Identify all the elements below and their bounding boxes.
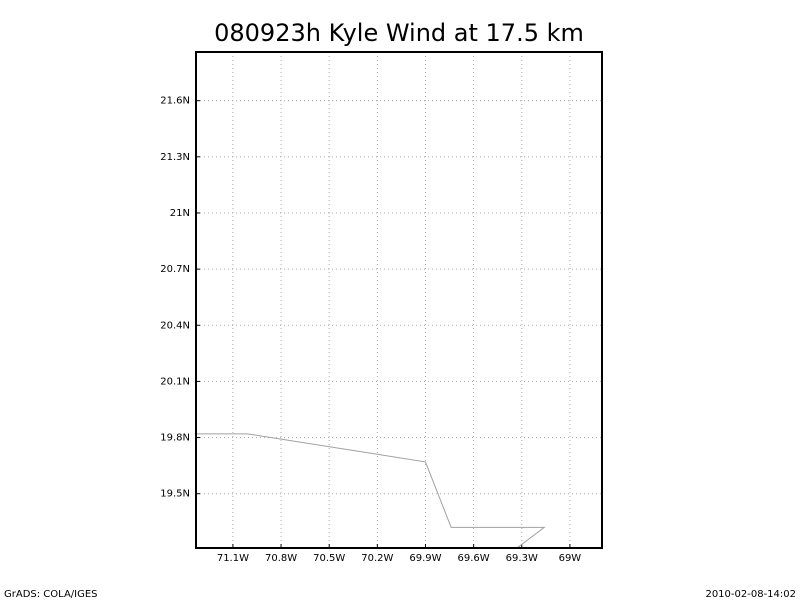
x-tick-label: 69.9W — [409, 553, 441, 564]
timestamp: 2010-02-08-14:02 — [705, 589, 796, 600]
credit: GrADS: COLA/IGES — [4, 589, 98, 600]
y-tick-label: 20.7N — [160, 264, 190, 275]
x-tick-label: 70.5W — [313, 553, 345, 564]
plot-frame — [195, 51, 603, 549]
y-tick-label: 21.3N — [160, 152, 190, 163]
y-tick-label: 19.8N — [160, 433, 190, 444]
y-tick-label: 20.4N — [160, 320, 190, 331]
x-tick-label: 69.6W — [458, 553, 490, 564]
x-tick-label: 71.1W — [217, 553, 249, 564]
x-tick-label: 69W — [559, 553, 582, 564]
x-tick-label: 69.3W — [506, 553, 538, 564]
y-tick-label: 21N — [170, 208, 190, 219]
line-series — [196, 433, 546, 549]
x-tick-label: 70.8W — [265, 553, 297, 564]
x-tick-label: 70.2W — [361, 553, 393, 564]
y-tick-label: 20.1N — [160, 376, 190, 387]
chart-title: 080923h Kyle Wind at 17.5 km — [214, 19, 584, 47]
y-tick-label: 19.5N — [160, 489, 190, 500]
y-tick-label: 21.6N — [160, 96, 190, 107]
